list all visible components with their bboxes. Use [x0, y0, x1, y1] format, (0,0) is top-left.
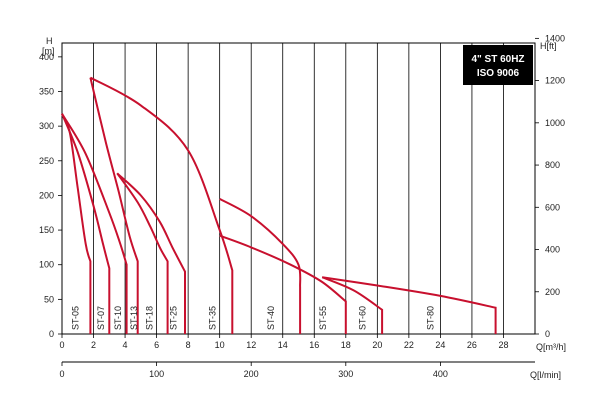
- vertical-gridlines: [93, 43, 504, 334]
- y-left-tick-label: 350: [39, 87, 54, 97]
- x-top-tick-label: 20: [372, 340, 382, 350]
- y-right-tick-label: 1000: [545, 118, 565, 128]
- x-top-tick-label: 4: [123, 340, 128, 350]
- y-right-tick-label: 200: [545, 287, 560, 297]
- series-label-st-60: ST-60: [358, 306, 368, 330]
- y-right-label: H[ft]: [540, 41, 557, 51]
- x-top-tick-label: 28: [498, 340, 508, 350]
- right-y-axis: 0 200 400 600 800 1000 1200 1400: [535, 33, 565, 339]
- series-label-st-40: ST-40: [266, 306, 276, 330]
- x-top-tick-label: 24: [435, 340, 445, 350]
- x-top-tick-label: 10: [215, 340, 225, 350]
- x-top-tick-label: 8: [186, 340, 191, 350]
- series-label-st-55: ST-55: [318, 306, 328, 330]
- x-bottom-tick-label: 200: [244, 369, 259, 379]
- x-top-label: Q[m³/h]: [536, 342, 566, 352]
- curve-st-40: [219, 198, 302, 334]
- curve-st-10: [61, 113, 128, 334]
- y-left-label-unit: [m]: [42, 46, 55, 56]
- y-left-tick-label: 400: [39, 52, 54, 62]
- series-label-st-10: ST-10: [113, 306, 123, 330]
- series-label-st-13: ST-13: [129, 306, 139, 330]
- y-right-tick-label: 600: [545, 202, 560, 212]
- y-right-tick-label: 1200: [545, 76, 565, 86]
- x-top-tick-label: 22: [404, 340, 414, 350]
- y-left-tick-label: 100: [39, 260, 54, 270]
- x-bottom-tick-label: 400: [433, 369, 448, 379]
- curve-st-60: [321, 276, 384, 334]
- series-label-st-35: ST-35: [208, 306, 218, 330]
- x-top-tick-label: 6: [154, 340, 159, 350]
- y-left-tick-label: 250: [39, 156, 54, 166]
- curve-st-25: [116, 172, 186, 334]
- iso-badge: [463, 45, 533, 85]
- series-label-st-05: ST-05: [71, 306, 81, 330]
- plot-border: [61, 42, 536, 335]
- x-bottom-tick-label: 100: [149, 369, 164, 379]
- x-axis-lmin: 0 100 200 300 400: [59, 361, 535, 379]
- x-bottom-tick-label: 300: [338, 369, 353, 379]
- x-top-tick-label: 14: [278, 340, 288, 350]
- left-y-axis: 0 50 100 150 200 250 300 350 400: [39, 52, 62, 339]
- y-left-tick-label: 0: [49, 329, 54, 339]
- y-left-tick-label: 150: [39, 225, 54, 235]
- curve-st-13: [89, 77, 139, 334]
- curve-st-80: [322, 276, 497, 334]
- curve-st-18: [116, 172, 169, 334]
- pump-curves: ST-05 ST-07 ST-10 ST-13 ST-18 ST-25 ST-35 ST-40…: [61, 76, 497, 334]
- y-left-tick-label: 50: [44, 294, 54, 304]
- x-bottom-label: Q[l/min]: [530, 370, 561, 380]
- curve-st-55: [219, 234, 347, 334]
- x-top-tick-label: 0: [59, 340, 64, 350]
- x-top-tick-label: 26: [467, 340, 477, 350]
- y-right-tick-label: 1400: [545, 33, 565, 43]
- y-right-tick-label: 800: [545, 160, 560, 170]
- curve-st-07: [61, 113, 111, 334]
- x-top-tick-label: 2: [91, 340, 96, 350]
- y-left-label-top: H: [46, 36, 53, 46]
- x-top-tick-label: 16: [309, 340, 319, 350]
- badge-line2: ISO 9006: [477, 68, 520, 79]
- y-left-tick-label: 300: [39, 121, 54, 131]
- curve-st-35: [89, 76, 234, 334]
- y-right-tick-label: 0: [545, 329, 550, 339]
- series-label-st-80: ST-80: [425, 306, 435, 330]
- series-label-st-25: ST-25: [168, 306, 178, 330]
- x-top-tick-label: 18: [341, 340, 351, 350]
- series-label-st-18: ST-18: [145, 306, 155, 330]
- y-right-tick-label: 400: [545, 245, 560, 255]
- y-left-tick-label: 200: [39, 190, 54, 200]
- x-bottom-tick-label: 0: [59, 369, 64, 379]
- x-top-tick-label: 12: [246, 340, 256, 350]
- series-label-st-07: ST-07: [96, 306, 106, 330]
- x-axis-m3h: 0 2 4 6 8 10 12 14 16 18 20 22 24 26 28: [59, 334, 508, 350]
- badge-line1: 4" ST 60HZ: [471, 54, 524, 65]
